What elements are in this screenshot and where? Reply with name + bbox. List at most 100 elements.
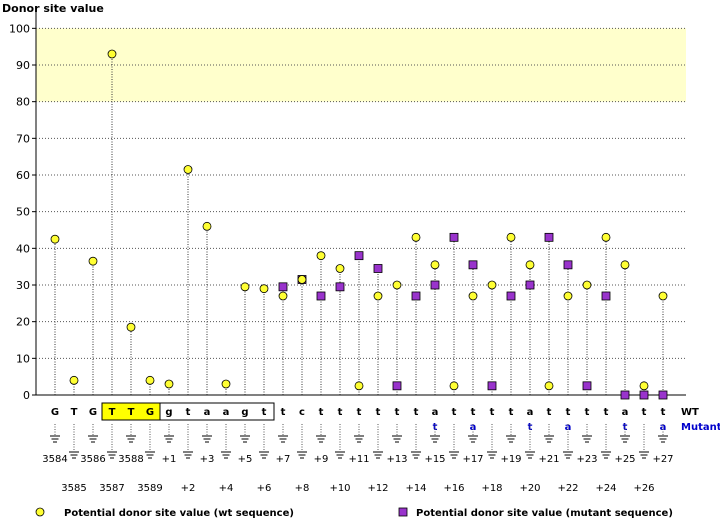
position-label: +26 [633, 483, 654, 494]
position-label: 3586 [80, 454, 105, 465]
wt-base-label: a [622, 407, 629, 418]
mutant-value-marker [316, 291, 326, 301]
wt-base-label: t [509, 407, 514, 418]
wt-base-label: a [432, 407, 439, 418]
chart-title: Donor site value [2, 2, 104, 15]
wt-base-label: t [585, 407, 590, 418]
y-tick-label: 70 [16, 132, 30, 145]
wt-base-label: t [547, 407, 552, 418]
wt-value-marker [335, 264, 345, 273]
mutant-value-marker [392, 381, 402, 391]
wt-value-marker [240, 282, 250, 292]
y-tick-label: 50 [16, 206, 30, 219]
y-tick-label: 20 [16, 316, 30, 329]
mutant-value-marker [449, 232, 459, 242]
mutant-value-marker [354, 251, 364, 261]
mutant-value-marker [411, 291, 421, 301]
wt-value-marker [658, 291, 668, 301]
wt-base-label: T [109, 407, 116, 418]
position-label: +15 [424, 454, 445, 465]
position-label: +1 [162, 454, 177, 465]
wt-base-label: c [299, 407, 305, 418]
wt-value-marker [202, 221, 212, 231]
wt-value-marker [164, 379, 174, 389]
wt-value-marker [449, 381, 459, 391]
wt-value-marker [107, 49, 117, 59]
position-label: 3585 [61, 483, 86, 494]
position-label: +21 [538, 454, 559, 465]
position-label: +27 [652, 454, 673, 465]
wt-base-label: g [241, 407, 248, 418]
wt-base-label: t [604, 407, 609, 418]
wt-base-label: G [146, 407, 154, 418]
mutant-value-marker [430, 280, 440, 290]
position-label: +3 [200, 454, 215, 465]
wt-base-label: t [186, 407, 191, 418]
position-label: +6 [257, 483, 272, 494]
wt-base-label: t [661, 407, 666, 418]
position-label: +18 [481, 483, 502, 494]
wt-base-label: t [319, 407, 324, 418]
wt-base-label: t [281, 407, 286, 418]
wt-value-marker [601, 232, 611, 242]
mutant-value-marker [639, 390, 649, 400]
wt-value-marker [221, 379, 231, 389]
mutant-row-label: Mutant [681, 422, 720, 433]
wt-value-marker [563, 291, 573, 301]
y-tick-label: 60 [16, 169, 30, 182]
y-tick-label: 80 [16, 96, 30, 109]
wt-value-marker [506, 232, 516, 242]
position-label: +23 [576, 454, 597, 465]
mutant-value-marker [563, 260, 573, 270]
mutant-value-marker [658, 390, 668, 400]
position-label: +17 [462, 454, 483, 465]
wt-base-label: t [262, 407, 267, 418]
wt-value-marker [525, 260, 535, 270]
position-label: 3587 [99, 483, 124, 494]
legend-wt-marker [35, 507, 45, 517]
legend-wt-label: Potential donor site value (wt sequence) [64, 508, 294, 519]
mutant-value-marker [525, 280, 535, 290]
y-tick-label: 100 [9, 22, 30, 35]
wt-value-marker [639, 381, 649, 391]
wt-value-marker [259, 284, 269, 294]
position-label: 3589 [137, 483, 162, 494]
position-label: +9 [314, 454, 329, 465]
position-label: +25 [614, 454, 635, 465]
wt-value-marker [620, 260, 630, 270]
intron-outline-box [159, 402, 275, 421]
position-label: +14 [405, 483, 426, 494]
y-tick-label: 10 [16, 352, 30, 365]
mutant-value-marker [373, 264, 383, 273]
wt-value-marker [354, 381, 364, 391]
wt-value-marker [468, 291, 478, 301]
wt-base-label: t [357, 407, 362, 418]
wt-value-marker [544, 381, 554, 391]
y-tick-label: 0 [23, 389, 30, 402]
wt-value-marker [430, 260, 440, 270]
position-label: +20 [519, 483, 540, 494]
wt-value-marker [316, 251, 326, 261]
position-label: 3584 [42, 454, 67, 465]
position-label: +5 [238, 454, 253, 465]
wt-value-marker [145, 375, 155, 385]
wt-base-label: a [204, 407, 211, 418]
wt-value-marker [278, 291, 288, 301]
mutant-value-marker [278, 282, 288, 292]
wt-value-marker [392, 280, 402, 290]
mutant-value-marker [468, 260, 478, 270]
legend-mutant-label: Potential donor site value (mutant seque… [416, 508, 673, 519]
mutant-value-marker [506, 291, 516, 301]
wt-value-marker [88, 256, 98, 266]
wt-base-label: a [527, 407, 534, 418]
wt-base-label: t [338, 407, 343, 418]
position-label: +4 [219, 483, 234, 494]
wt-base-label: t [452, 407, 457, 418]
wt-base-label: t [395, 407, 400, 418]
wt-value-marker [69, 375, 79, 385]
wt-value-marker [297, 275, 307, 284]
wt-base-label: G [51, 407, 59, 418]
wt-base-label: T [71, 407, 78, 418]
